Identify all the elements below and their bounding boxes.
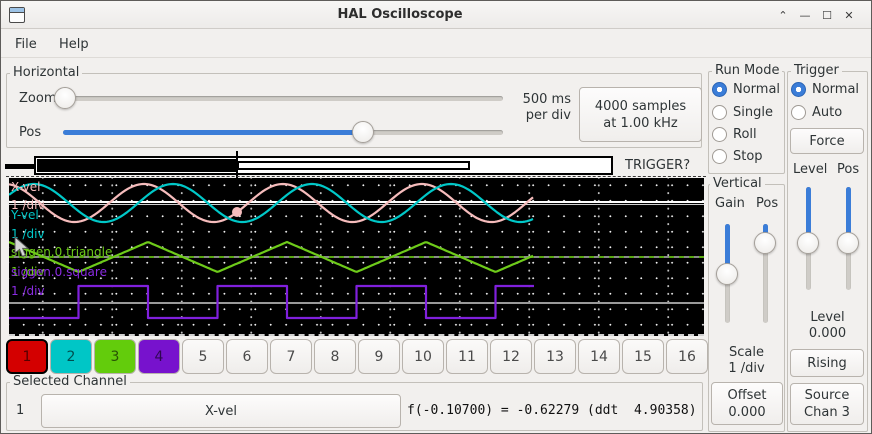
channel-button-4[interactable]: 4 — [138, 339, 180, 374]
menu-help[interactable]: Help — [59, 37, 89, 52]
baseline-ch1 — [9, 201, 704, 203]
minimize-icon[interactable]: — — [799, 8, 811, 22]
samples-button[interactable]: 4000 samples at 1.00 kHz — [579, 87, 702, 142]
scope-channel-label: X-vel — [11, 180, 41, 194]
horizontal-group-label: Horizontal — [10, 66, 83, 79]
radio-icon[interactable] — [712, 82, 727, 97]
pos-slider-fill — [63, 130, 363, 135]
baseline-ch3 — [9, 256, 704, 258]
titlebar[interactable]: HAL Oscilloscope ⌃ — ☐ ✕ — [1, 1, 871, 29]
scope-channel-label: 1 /div — [11, 198, 45, 212]
channel-button-9[interactable]: 9 — [358, 339, 400, 374]
mouse-cursor-icon — [14, 236, 30, 258]
close-icon[interactable]: ✕ — [844, 8, 854, 22]
trigger-source-button[interactable]: Source Chan 3 — [790, 383, 864, 425]
maximize-icon[interactable]: ☐ — [822, 8, 832, 22]
scope-channel-label: 1 /div — [11, 284, 45, 298]
channel-button-1[interactable]: 1 — [6, 339, 48, 374]
trigger-position-tick — [236, 151, 238, 179]
zoom-slider-label: Zoom — [19, 91, 57, 106]
zoom-slider-handle[interactable] — [54, 87, 76, 109]
radio-icon[interactable] — [712, 149, 727, 164]
trigger-pos-slider-fill — [845, 187, 851, 244]
zoom-slider-track[interactable] — [56, 96, 503, 101]
window-title: HAL Oscilloscope — [337, 7, 463, 22]
app-icon — [9, 7, 25, 23]
scope-focus-border — [6, 176, 706, 177]
channel-button-10[interactable]: 10 — [402, 339, 444, 374]
vertical-group-label: Vertical — [710, 177, 765, 190]
trigger-point-marker — [232, 207, 242, 217]
offset-button[interactable]: Offset 0.000 — [711, 382, 783, 425]
channel-value-readout: f(-0.10700) = -0.62279 (ddt 4.90358) — [407, 403, 697, 418]
trigger-level-handle[interactable] — [797, 232, 819, 254]
trigger-mode-normal[interactable]: Normal — [791, 82, 859, 97]
trigger-level-fill — [805, 187, 811, 244]
vertical-gain-handle[interactable] — [716, 263, 738, 285]
channel-button-15[interactable]: 15 — [622, 339, 664, 374]
channel-button-6[interactable]: 6 — [226, 339, 268, 374]
channel-button-13[interactable]: 13 — [534, 339, 576, 374]
radio-icon[interactable] — [791, 82, 806, 97]
trigger-level-readout: Level 0.000 — [808, 310, 847, 341]
selected-channel-group-label: Selected Channel — [10, 375, 130, 388]
trigger-pos-slider-handle[interactable] — [837, 232, 859, 254]
radio-icon[interactable] — [791, 105, 806, 120]
channel-button-5[interactable]: 5 — [182, 339, 224, 374]
run-mode-single[interactable]: Single — [712, 105, 773, 120]
trigger-mode-auto[interactable]: Auto — [791, 105, 842, 120]
channel-button-11[interactable]: 11 — [446, 339, 488, 374]
scope-channel-label: 1 /div — [11, 227, 45, 241]
run-mode-roll[interactable]: Roll — [712, 127, 757, 142]
record-bar-window — [237, 161, 470, 170]
scope-channel-label: Y-vel — [11, 208, 39, 222]
record-bar-filled — [37, 159, 237, 172]
selected-channel-group — [6, 382, 703, 431]
pos-slider-handle[interactable] — [352, 121, 374, 143]
vertical-gain-label: Gain — [715, 196, 745, 211]
shade-icon[interactable]: ⌃ — [778, 8, 788, 22]
trigger-group — [787, 71, 868, 432]
trigger-edge-button[interactable]: Rising — [790, 349, 864, 377]
menubar: File Help — [1, 30, 871, 58]
run-mode-normal[interactable]: Normal — [712, 82, 780, 97]
scope-channel-label: siggen.0.square — [11, 265, 107, 279]
radio-icon[interactable] — [712, 127, 727, 142]
channel-button-7[interactable]: 7 — [270, 339, 312, 374]
baseline-ch2 — [9, 204, 704, 205]
waveforms — [9, 182, 534, 320]
selected-channel-number: 1 — [16, 403, 25, 418]
menu-file[interactable]: File — [15, 37, 37, 52]
channel-button-2[interactable]: 2 — [50, 339, 92, 374]
channel-button-14[interactable]: 14 — [578, 339, 620, 374]
run-mode-group-label: Run Mode — [712, 64, 783, 77]
vertical-gain-fill — [724, 224, 730, 274]
trigger-group-label: Trigger — [791, 64, 842, 77]
channel-source-button[interactable]: X-vel — [41, 394, 401, 428]
channel-button-16[interactable]: 16 — [666, 339, 708, 374]
channel-button-3[interactable]: 3 — [94, 339, 136, 374]
force-button[interactable]: Force — [790, 128, 864, 154]
vertical-pos-track[interactable] — [762, 224, 768, 323]
channel-button-8[interactable]: 8 — [314, 339, 356, 374]
pos-slider-label: Pos — [19, 125, 42, 140]
time-per-div-readout: 500 ms per div — [522, 92, 571, 123]
record-bar-stub — [5, 164, 34, 169]
radio-icon[interactable] — [712, 105, 727, 120]
vertical-pos-label: Pos — [756, 196, 779, 211]
scope-channel-label: 1 /div — [11, 265, 45, 279]
trigger-level-label: Level — [793, 162, 828, 177]
trigger-pos-label: Pos — [837, 162, 860, 177]
scope-screen: X-vel 1 /div Y-vel 1 /div siggen.0.triangle 1… — [9, 178, 704, 336]
channel-button-12[interactable]: 12 — [490, 339, 532, 374]
run-mode-stop[interactable]: Stop — [712, 149, 763, 164]
trigger-status-label: TRIGGER? — [625, 158, 691, 173]
vertical-scale-readout: Scale 1 /div — [728, 345, 765, 376]
scope-channel-label: siggen.0.triangle — [11, 245, 113, 259]
vertical-pos-handle[interactable] — [754, 232, 776, 254]
